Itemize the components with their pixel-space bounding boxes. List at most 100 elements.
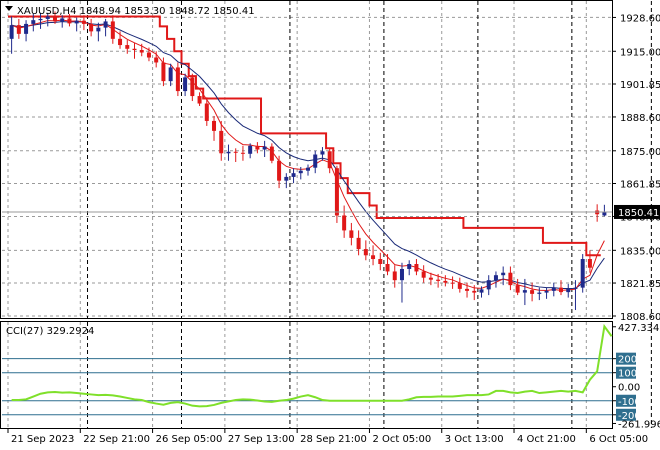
time-tick-label: 4 Oct 21:00	[517, 434, 576, 445]
candle-body	[515, 285, 520, 293]
candle-body	[501, 272, 506, 276]
candle-body	[262, 146, 267, 150]
candle-body	[45, 16, 50, 19]
candle-body	[60, 18, 65, 22]
candle-body	[226, 151, 231, 154]
candle-body	[414, 264, 419, 272]
candle-body	[132, 48, 137, 51]
candle-body	[537, 292, 542, 294]
candle-body	[81, 20, 86, 24]
price-tick-label: 1808.60	[620, 312, 660, 323]
candle-body	[146, 52, 151, 58]
candle-body	[248, 145, 253, 154]
candle-body	[284, 176, 289, 181]
candle-body	[255, 145, 260, 150]
candle-body	[168, 67, 173, 82]
price-tick-label: 1928.60	[620, 13, 660, 24]
cci-tick-label: -200	[618, 411, 641, 422]
candle-body	[103, 21, 108, 28]
candle-body	[356, 237, 361, 250]
candle-body	[486, 280, 491, 290]
candle-body	[125, 45, 130, 49]
candle-body	[349, 230, 354, 238]
cci-tick-label: -100	[618, 397, 641, 408]
candle-body	[9, 25, 14, 39]
trail-stop-path	[8, 15, 601, 257]
current-price-box	[614, 204, 660, 219]
candle-body	[407, 264, 412, 269]
candle-body	[327, 151, 332, 169]
time-tick-label: 27 Sep 13:00	[228, 434, 295, 445]
candle-body	[52, 16, 57, 22]
candle-body	[298, 170, 303, 174]
time-tick-label: 21 Sep 2023	[11, 434, 74, 445]
time-tick-label: 6 Oct 05:00	[589, 434, 648, 445]
cci-header: CCI(27) 329.2924	[6, 326, 94, 337]
candle-body	[508, 272, 513, 286]
candle-body	[197, 96, 202, 104]
price-tick-label: 1915.00	[620, 47, 660, 58]
price-tick-label: 1888.60	[620, 113, 660, 124]
candle-body	[212, 120, 217, 131]
time-tick-label: 28 Sep 21:00	[300, 434, 367, 445]
candle-body	[522, 290, 527, 293]
candle-body	[277, 160, 282, 181]
axes: 1928.60 1915.00 1901.85 1888.60 1875.00 1861.…	[2, 13, 660, 445]
chart-menu-triangle-icon[interactable]	[5, 6, 13, 11]
candle-body	[392, 271, 397, 281]
candle-body	[154, 57, 159, 63]
candles	[9, 11, 607, 311]
candle-body	[240, 152, 245, 154]
candle-body	[175, 67, 180, 92]
candle-body	[551, 287, 556, 291]
candle-body	[559, 287, 564, 293]
candle-body	[38, 18, 43, 21]
cci-tick-highlight	[616, 394, 636, 407]
candle-body	[118, 38, 123, 46]
candle-body	[573, 287, 578, 289]
slow-ma-line	[11, 21, 605, 290]
price-tick-label: 1875.00	[620, 147, 660, 158]
price-tick-label: 1835.00	[620, 246, 660, 257]
candle-body	[74, 20, 79, 24]
cci-tick-label: 427.3345	[618, 323, 660, 334]
cci-tick-label: 0.00	[618, 383, 640, 394]
cci-pane-frame	[0, 321, 613, 429]
cci-tick-highlight	[616, 408, 636, 421]
candle-body	[371, 255, 376, 260]
candle-body	[96, 27, 101, 32]
candle-body	[334, 168, 339, 216]
cci-tick-label: 200	[618, 355, 637, 366]
price-tick-label: 1821.85	[620, 279, 660, 290]
candle-body	[313, 154, 318, 168]
candle-body	[89, 23, 94, 32]
cci-tick-highlight	[616, 352, 636, 365]
price-tick-label: 1861.85	[620, 180, 660, 191]
candle-body	[436, 279, 441, 281]
time-tick-label: 22 Sep 21:00	[83, 434, 150, 445]
candle-body	[306, 167, 310, 171]
time-tick-label: 3 Oct 13:00	[445, 434, 504, 445]
candle-body	[465, 288, 470, 291]
time-tick-label: 2 Oct 05:00	[372, 434, 431, 445]
chart-header: XAUUSD,H4 1848.94 1853.30 1848.72 1850.4…	[17, 6, 255, 17]
price-tick-label: 1901.85	[620, 80, 660, 91]
time-tick-label: 26 Sep 05:00	[156, 434, 223, 445]
candle-body	[493, 275, 498, 281]
candle-body	[31, 20, 36, 24]
candle-body	[183, 77, 188, 92]
candle-body	[450, 282, 455, 284]
candle-body	[421, 271, 426, 278]
candle-body	[385, 264, 390, 272]
candle-body	[479, 289, 484, 293]
price-pane-frame	[0, 0, 613, 319]
candle-body	[399, 268, 404, 281]
candle-body	[190, 77, 195, 97]
candle-body	[16, 25, 21, 34]
candle-body	[363, 249, 368, 256]
candle-body	[139, 50, 144, 53]
candle-body	[219, 130, 224, 154]
candle-body	[457, 283, 462, 289]
candle-body	[204, 103, 209, 121]
